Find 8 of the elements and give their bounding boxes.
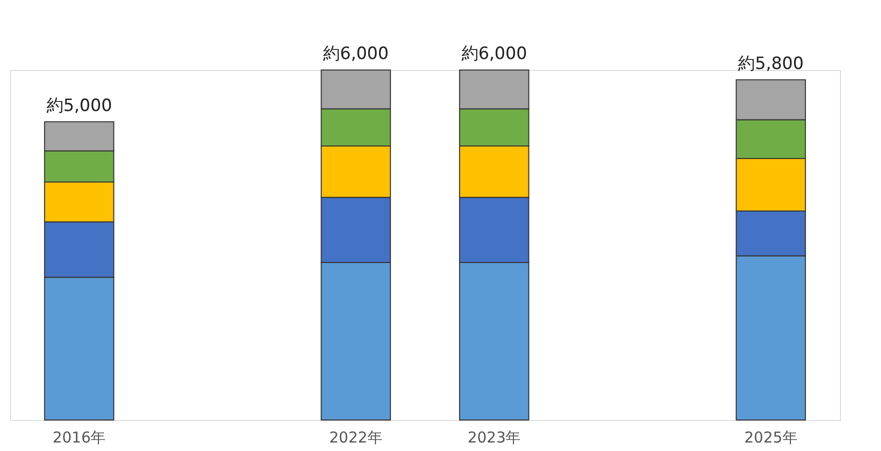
x-tick-label: 2025年 bbox=[744, 428, 798, 446]
total-label: 約6,000 bbox=[461, 44, 528, 64]
x-tick-label: 2022年 bbox=[329, 428, 382, 446]
total-label: 約5,800 bbox=[738, 54, 804, 74]
x-tick-label: 2016年 bbox=[52, 428, 106, 446]
x-tick-label: 2023年 bbox=[468, 428, 521, 446]
total-label: 約5,000 bbox=[46, 96, 112, 116]
total-label: 約6,000 bbox=[322, 44, 389, 64]
